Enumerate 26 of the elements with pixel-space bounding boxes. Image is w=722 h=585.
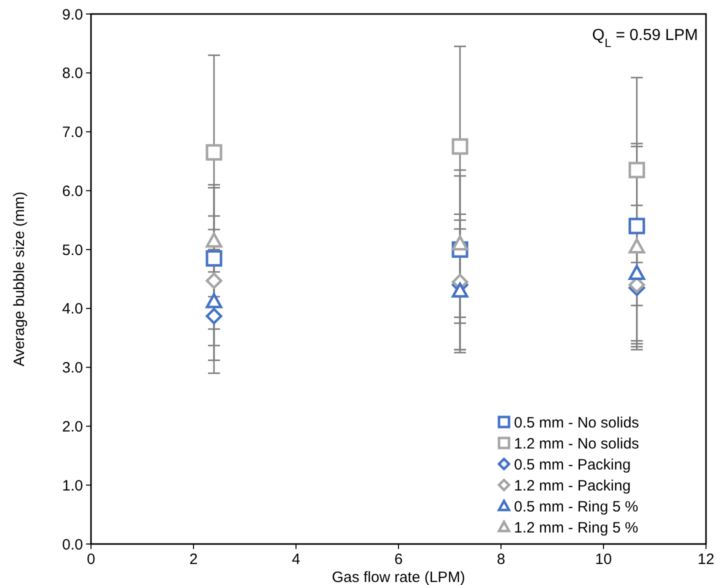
legend-label: 0.5 mm - No solids (514, 414, 640, 432)
y-tick-label: 1.0 (62, 477, 83, 494)
y-tick-label: 7.0 (62, 124, 83, 142)
y-axis-title: Average bubble size (mm) (11, 192, 28, 366)
x-tick-label: 12 (698, 551, 714, 568)
x-axis-title: Gas flow rate (LPM) (332, 569, 466, 585)
legend-label: 1.2 mm - Ring 5 % (514, 519, 638, 536)
x-tick-label: 10 (595, 551, 612, 568)
x-tick-label: 0 (86, 551, 96, 568)
x-tick-label: 2 (189, 551, 198, 568)
y-tick-label: 8.0 (62, 65, 83, 82)
y-tick-label: 6.0 (62, 182, 83, 200)
y-tick-label: 3.0 (62, 360, 83, 377)
legend-label: 1.2 mm - No solids (514, 435, 640, 452)
y-tick-label: 5.0 (62, 242, 83, 259)
y-tick-label: 4.0 (62, 300, 83, 318)
legend-label: 0.5 mm - Ring 5 % (514, 498, 638, 516)
annotation: Q$_{L}$ = 0.59 LPM (592, 27, 698, 50)
x-tick-label: 6 (394, 551, 403, 568)
legend-label: 0.5 mm - Packing (514, 456, 631, 474)
x-tick-label: 8 (496, 551, 506, 568)
x-tick-label: 4 (292, 551, 300, 568)
y-tick-label: 2.0 (62, 418, 83, 436)
y-tick-label: 9.0 (62, 6, 83, 24)
legend-label: 1.2 mm - Packing (514, 477, 631, 494)
y-tick-label: 0.0 (62, 536, 83, 554)
